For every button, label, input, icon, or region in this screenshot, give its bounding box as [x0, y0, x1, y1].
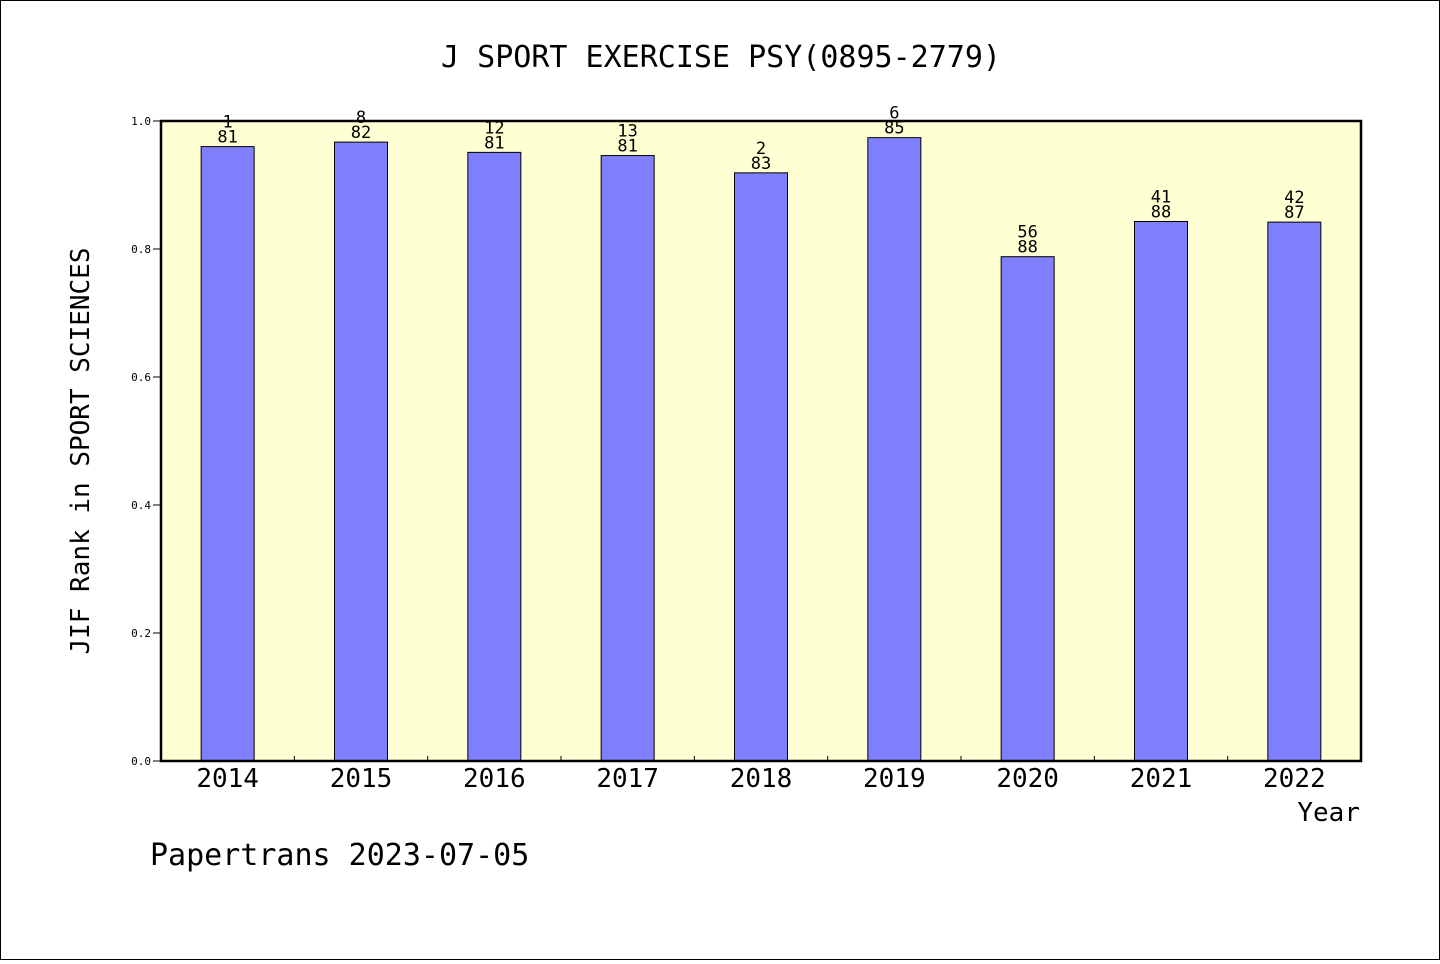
rank-label-2020: 56 [1017, 223, 1037, 243]
x-tick-label-2019: 2019 [863, 764, 926, 794]
x-tick-label-2014: 2014 [196, 764, 259, 794]
rank-label-2015: 8 [356, 108, 366, 128]
y-tick-label-0.8: 0.8 [131, 243, 151, 256]
bar-2022 [1267, 221, 1322, 762]
rank-label-2022: 42 [1284, 188, 1304, 208]
x-tick-label-2017: 2017 [596, 764, 659, 794]
total-label-2021: 88 [1151, 202, 1171, 222]
rank-label-2021: 41 [1151, 187, 1171, 207]
x-tick-label-2016: 2016 [463, 764, 526, 794]
y-axis-label: JIF Rank in SPORT SCIENCES [66, 248, 96, 655]
total-label-2014: 81 [217, 128, 237, 148]
rank-label-2014: 1 [223, 113, 233, 133]
total-label-2019: 85 [884, 119, 904, 139]
x-tick-label-2020: 2020 [996, 764, 1059, 794]
bar-2015 [334, 141, 388, 762]
total-label-2016: 81 [484, 133, 504, 153]
rank-label-2018: 2 [756, 139, 766, 159]
plot-border [159, 119, 1363, 763]
total-label-2017: 81 [617, 137, 637, 157]
x-tick-label-2018: 2018 [730, 764, 793, 794]
y-tick-label-0.0: 0.0 [131, 755, 151, 768]
bar-2019 [867, 137, 922, 762]
y-tick-label-0.6: 0.6 [131, 371, 151, 384]
y-tick-label-0.4: 0.4 [131, 499, 151, 512]
total-label-2018: 83 [751, 154, 771, 174]
bar-2016 [467, 151, 522, 762]
y-tick-label-1.0: 1.0 [131, 115, 151, 128]
bar-2020 [1000, 256, 1055, 762]
total-label-2022: 87 [1284, 203, 1304, 223]
bars-layer [200, 137, 1322, 762]
bar-2018 [734, 172, 788, 762]
chart-title: J SPORT EXERCISE PSY(0895-2779) [441, 40, 1001, 75]
x-tick-label-2015: 2015 [330, 764, 393, 794]
bar-2014 [200, 146, 255, 762]
bar-2021 [1134, 220, 1188, 762]
y-tick-label-0.2: 0.2 [131, 627, 151, 640]
x-tick-label-2022: 2022 [1263, 764, 1326, 794]
total-label-2020: 88 [1017, 238, 1037, 258]
bar-2017 [600, 155, 655, 762]
footer-text: Papertrans 2023-07-05 [150, 838, 529, 873]
x-tick-label-2021: 2021 [1130, 764, 1193, 794]
rank-label-2016: 12 [484, 118, 504, 138]
x-axis: 2014 2015 2016 2017 2018 2019 2020 2021 2022 [196, 756, 1326, 794]
rank-label-2017: 13 [617, 122, 637, 142]
y-axis: 0.0 0.2 0.4 0.6 0.8 1.0 [131, 115, 161, 768]
rank-label-2019: 6 [889, 104, 899, 124]
total-label-2015: 82 [351, 123, 371, 143]
x-axis-label: Year [1297, 798, 1360, 828]
